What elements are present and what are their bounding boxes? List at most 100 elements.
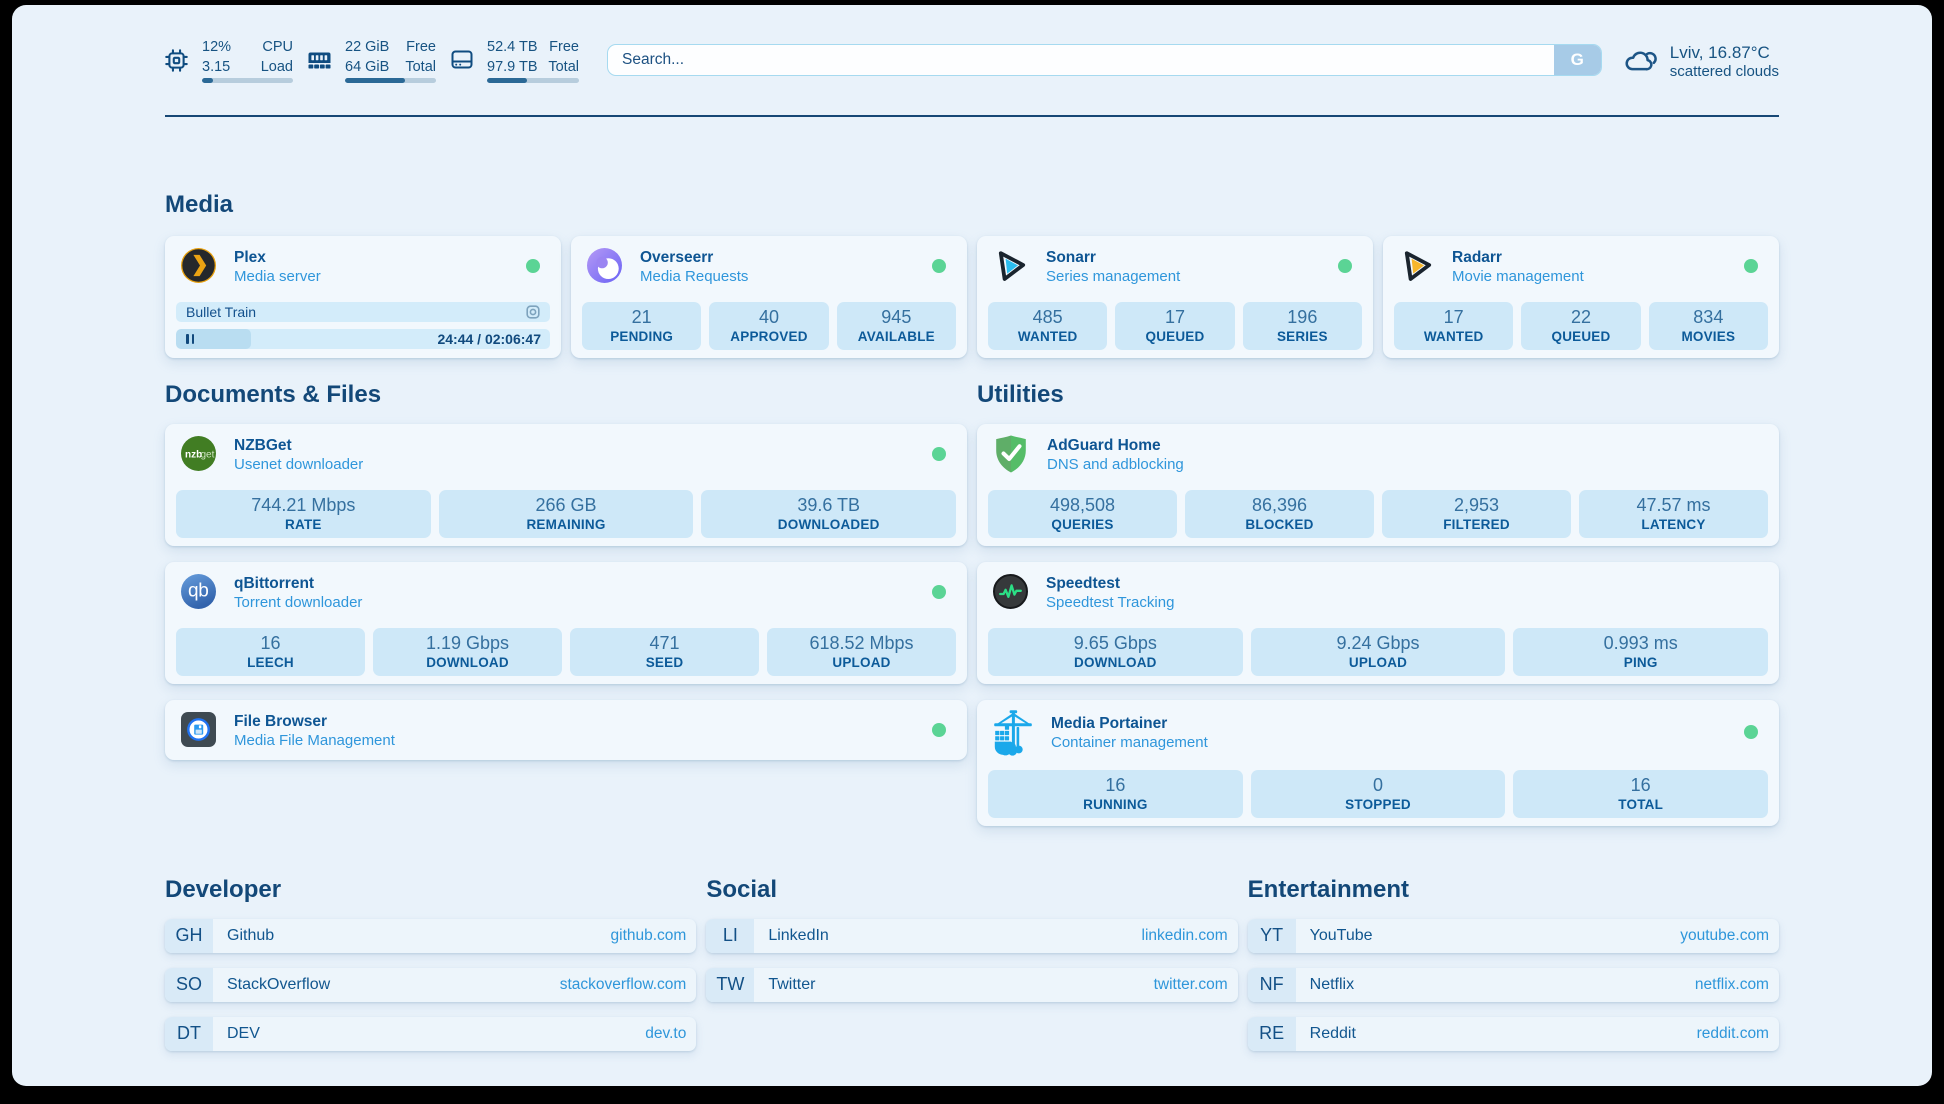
stat-label: LEECH — [247, 655, 294, 670]
service-card-overseerr[interactable]: Overseerr Media Requests 21 PENDING 40 A… — [571, 235, 967, 358]
service-title: Media Portainer — [1051, 715, 1168, 732]
bookmark-domain: twitter.com — [1153, 975, 1228, 993]
stat-tile: 196 SERIES — [1242, 301, 1362, 350]
bookmark-dev[interactable]: DT DEV dev.to — [165, 1016, 697, 1051]
service-card-portainer[interactable]: Media Portainer Container management 16 … — [977, 699, 1779, 826]
stat-value: 16 — [1630, 775, 1651, 795]
service-title: NZBGet — [234, 437, 292, 454]
filebrowser-icon — [181, 712, 216, 747]
sonarr-icon — [993, 248, 1028, 283]
bookmark-abbr: DT — [165, 1016, 213, 1051]
bookmark-name: StackOverflow — [227, 975, 331, 993]
bookmark-linkedin[interactable]: LI LinkedIn linkedin.com — [706, 918, 1238, 953]
stat-value: 266 GB — [535, 495, 597, 515]
stat-tile: 498,508 QUERIES — [988, 489, 1177, 538]
memory-free-label: Free — [406, 39, 436, 55]
bookmark-domain: dev.to — [645, 1024, 687, 1042]
service-title: AdGuard Home — [1047, 437, 1161, 454]
stat-value: 17 — [1164, 307, 1185, 327]
cpu-icon — [165, 49, 188, 83]
service-card-speedtest[interactable]: Speedtest Speedtest Tracking 9.65 Gbps D… — [977, 561, 1779, 684]
search-input[interactable] — [608, 45, 1554, 75]
bookmark-domain: github.com — [610, 926, 687, 944]
stat-label: UPLOAD — [832, 655, 891, 670]
now-playing-title: Bullet Train — [186, 303, 257, 320]
bookmark-domain: linkedin.com — [1141, 926, 1228, 944]
stat-value: 86,396 — [1251, 495, 1308, 515]
stat-label: SERIES — [1276, 329, 1328, 344]
bookmark-github[interactable]: GH Github github.com — [165, 918, 697, 953]
disk-progressbar — [487, 78, 579, 83]
stat-tile: 40 APPROVED — [709, 301, 829, 350]
section-entertainment: Entertainment YT YouTube youtube.com NF … — [1247, 874, 1779, 1051]
pause-icon[interactable] — [186, 333, 194, 344]
section-documents: Documents & Files nzb get — [165, 379, 967, 826]
service-card-radarr[interactable]: Radarr Movie management 17 WANTED 22 QUE… — [1383, 235, 1779, 358]
status-dot — [932, 584, 946, 599]
bookmark-reddit[interactable]: RE Reddit reddit.com — [1247, 1016, 1779, 1051]
stat-tile: 16 TOTAL — [1513, 769, 1769, 818]
service-card-sonarr[interactable]: Sonarr Series management 485 WANTED 17 Q… — [977, 235, 1373, 358]
service-title: qBittorrent — [234, 575, 315, 592]
service-subtitle: Media File Management — [234, 731, 395, 749]
weather-location-temp: Lviv, 16.87°C — [1669, 43, 1770, 62]
stat-value: 471 — [649, 633, 680, 653]
status-dot — [932, 258, 946, 273]
stat-value: 17 — [1443, 307, 1464, 327]
svg-text:q: q — [188, 581, 199, 602]
stat-value: 618.52 Mbps — [809, 633, 914, 653]
service-card-adguard[interactable]: AdGuard Home DNS and adblocking 498,508 … — [977, 423, 1779, 546]
section-title-social: Social — [706, 875, 778, 903]
radarr-icon — [1399, 248, 1434, 283]
section-utilities: Utilities — [977, 379, 1779, 826]
stat-value: 1.19 Gbps — [425, 633, 510, 653]
stat-value: 9.24 Gbps — [1336, 633, 1420, 653]
bookmark-domain: stackoverflow.com — [559, 975, 687, 993]
stat-label: MOVIES — [1681, 329, 1736, 344]
stat-value: 498,508 — [1049, 495, 1116, 515]
service-card-filebrowser[interactable]: File Browser Media File Management — [165, 699, 967, 760]
stat-tile: 834 MOVIES — [1648, 301, 1768, 350]
bookmark-twitter[interactable]: TW Twitter twitter.com — [706, 967, 1238, 1002]
bookmark-domain: youtube.com — [1680, 926, 1769, 944]
stat-tile: 1.19 Gbps DOWNLOAD — [373, 627, 562, 676]
service-subtitle: Speedtest Tracking — [1046, 593, 1175, 611]
service-title: Radarr — [1452, 249, 1502, 266]
status-dot — [1744, 724, 1758, 739]
memory-free-value: 22 GiB — [345, 39, 390, 55]
bookmark-abbr: RE — [1247, 1016, 1296, 1051]
service-card-plex[interactable]: Plex Media server Bullet Train — [165, 235, 561, 358]
bookmark-netflix[interactable]: NF Netflix netflix.com — [1247, 967, 1779, 1002]
service-card-qbittorrent[interactable]: q b qBittorrent Torrent downloader — [165, 561, 967, 684]
service-subtitle: Movie management — [1452, 267, 1584, 285]
section-title-documents: Documents & Files — [165, 380, 382, 408]
stat-tile: 39.6 TB DOWNLOADED — [701, 489, 957, 538]
stat-tile: 471 SEED — [570, 627, 759, 676]
section-title-entertainment: Entertainment — [1247, 875, 1410, 903]
stat-label: TOTAL — [1618, 797, 1664, 812]
svg-text:b: b — [198, 581, 209, 602]
bookmark-abbr: GH — [165, 918, 213, 953]
search-provider-button[interactable]: G — [1553, 45, 1601, 75]
topbar-divider — [165, 114, 1779, 117]
stat-value: 485 — [1032, 307, 1063, 327]
weather-widget[interactable]: Lviv, 16.87°C scattered clouds — [1623, 43, 1779, 80]
stat-label: DOWNLOAD — [1074, 655, 1157, 670]
adguard-icon — [993, 434, 1029, 474]
plex-icon — [181, 248, 216, 283]
memory-widget: 22 GiB Free 64 GiB Total — [308, 38, 436, 83]
stat-value: 16 — [1105, 775, 1126, 795]
stat-value: 744.21 Mbps — [251, 495, 356, 515]
stat-tile: 86,396 BLOCKED — [1185, 489, 1374, 538]
bookmark-domain: netflix.com — [1694, 975, 1769, 993]
bookmark-stackoverflow[interactable]: SO StackOverflow stackoverflow.com — [165, 967, 697, 1002]
stat-label: PENDING — [610, 329, 674, 344]
service-subtitle: Usenet downloader — [234, 455, 364, 473]
cpu-progressbar — [202, 78, 293, 83]
stat-label: RUNNING — [1083, 797, 1148, 812]
service-subtitle: Media server — [234, 267, 321, 285]
bookmark-youtube[interactable]: YT YouTube youtube.com — [1247, 918, 1779, 953]
stat-label: WANTED — [1423, 329, 1484, 344]
stat-label: BLOCKED — [1245, 517, 1314, 532]
service-card-nzbget[interactable]: nzb get NZBGet Usenet downloader — [165, 423, 967, 546]
